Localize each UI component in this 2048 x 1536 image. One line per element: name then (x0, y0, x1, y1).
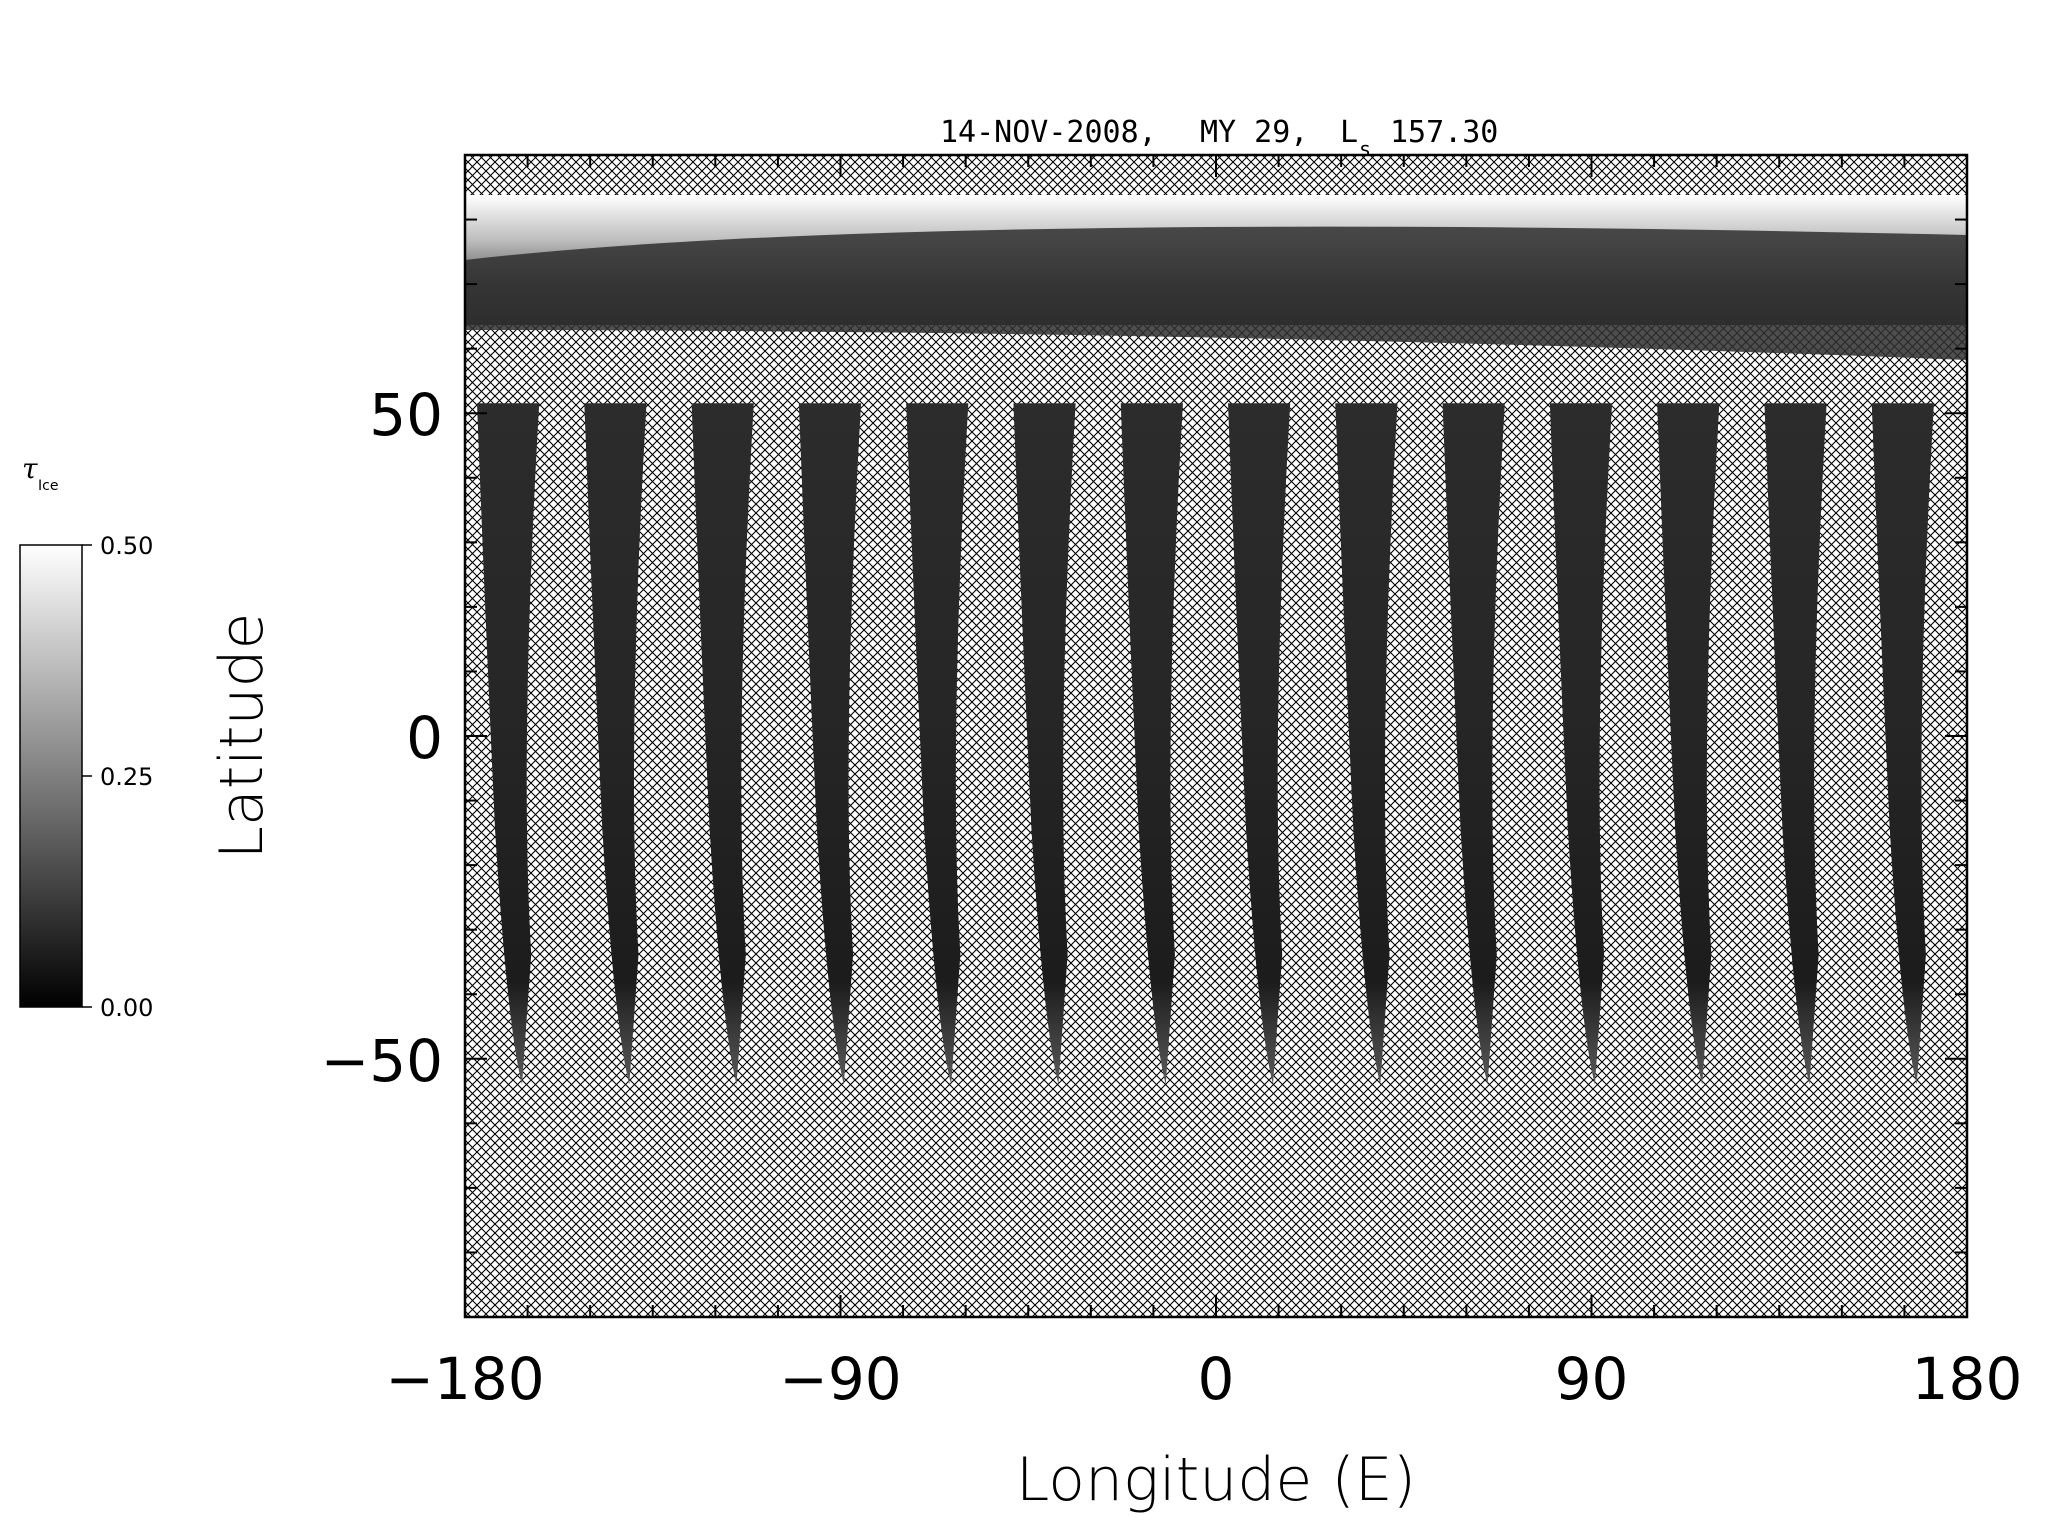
swath (1549, 403, 1613, 1085)
x-tick-label: 180 (1912, 1345, 2023, 1413)
x-tick-label: −90 (779, 1345, 901, 1413)
colorbar-tick-label: 0.25 (100, 763, 153, 791)
colorbar-symbol: τ (22, 452, 38, 485)
north-dark-band (465, 226, 1967, 360)
x-tick-label: 0 (1198, 1345, 1235, 1413)
swath (906, 403, 969, 1085)
y-axis-label: Latitude (207, 613, 277, 860)
y-tick-label: 50 (369, 381, 443, 449)
swath (1013, 403, 1076, 1085)
map-plot-area: −180 −90 0 90 180 −50 0 50 (321, 153, 2023, 1413)
swath (1442, 403, 1505, 1085)
map-header: 14-NOV-2008, MY 29, L s 157.30 (940, 115, 1498, 161)
header-ls-symbol: L (1340, 115, 1358, 150)
header-date: 14-NOV-2008, (940, 115, 1157, 150)
header-ls-value: 157.30 (1390, 115, 1498, 150)
swath-group (477, 403, 1934, 1085)
swath (1657, 403, 1720, 1085)
x-tick-label: −180 (385, 1345, 544, 1413)
x-tick-label: 90 (1555, 1345, 1629, 1413)
y-tick-label: −50 (321, 1027, 443, 1095)
swath (584, 403, 647, 1085)
colorbar-ticks: 0.00 0.25 0.50 (82, 532, 153, 1022)
colorbar-tick-label: 0.50 (100, 532, 153, 560)
axis-ticks: −180 −90 0 90 180 −50 0 50 (321, 154, 2023, 1413)
colorbar-subscript: Ice (38, 478, 58, 494)
x-axis-label: Longitude (E) (1016, 1445, 1416, 1515)
swath (1764, 403, 1827, 1085)
swath (477, 403, 540, 1085)
swath (1228, 403, 1291, 1085)
swath (1871, 403, 1934, 1085)
swath (1120, 403, 1183, 1085)
swath (798, 403, 862, 1085)
swath (691, 403, 754, 1085)
y-tick-label: 0 (406, 704, 443, 772)
header-mars-year: MY 29, (1200, 115, 1308, 150)
colorbar: τ Ice 0.00 0.25 0.50 (19, 452, 153, 1022)
colorbar-tick-label: 0.00 (100, 994, 153, 1022)
colorbar-gradient (19, 544, 83, 1008)
swath (1335, 403, 1398, 1085)
